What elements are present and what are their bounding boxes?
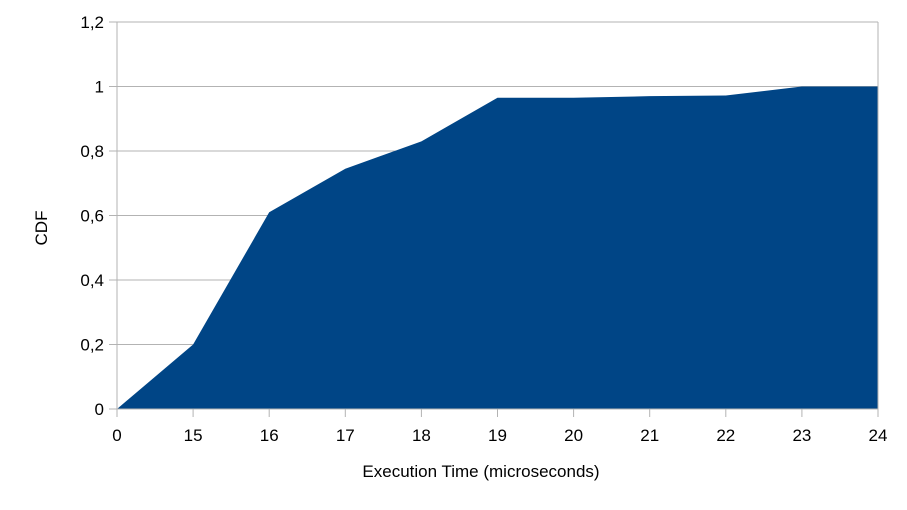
x-tick-label: 17 (336, 426, 355, 445)
x-tick-label: 18 (412, 426, 431, 445)
x-tick-label: 24 (869, 426, 888, 445)
x-tick-label: 15 (184, 426, 203, 445)
x-tick-label: 16 (260, 426, 279, 445)
x-tick-labels: 0 15 16 17 18 19 20 21 22 23 24 (112, 426, 887, 445)
cdf-area (117, 86, 878, 409)
x-tick-label: 21 (640, 426, 659, 445)
y-tick-label: 0,2 (80, 336, 104, 355)
y-tick-label: 0 (95, 400, 104, 419)
series-area (117, 86, 878, 409)
x-tick-label: 23 (792, 426, 811, 445)
x-tick-label: 22 (716, 426, 735, 445)
axes (109, 21, 879, 417)
y-tick-label: 0,8 (80, 142, 104, 161)
x-tick-label: 19 (488, 426, 507, 445)
x-tick-label: 20 (564, 426, 583, 445)
y-tick-labels: 0 0,2 0,4 0,6 0,8 1 1,2 (80, 13, 104, 419)
y-axis-title: CDF (32, 211, 51, 246)
y-tick-label: 0,6 (80, 207, 104, 226)
x-tick-label: 0 (112, 426, 121, 445)
y-tick-label: 0,4 (80, 271, 104, 290)
y-tick-label: 1,2 (80, 13, 104, 32)
y-tick-label: 1 (95, 78, 104, 97)
x-axis-title: Execution Time (microseconds) (362, 462, 599, 481)
